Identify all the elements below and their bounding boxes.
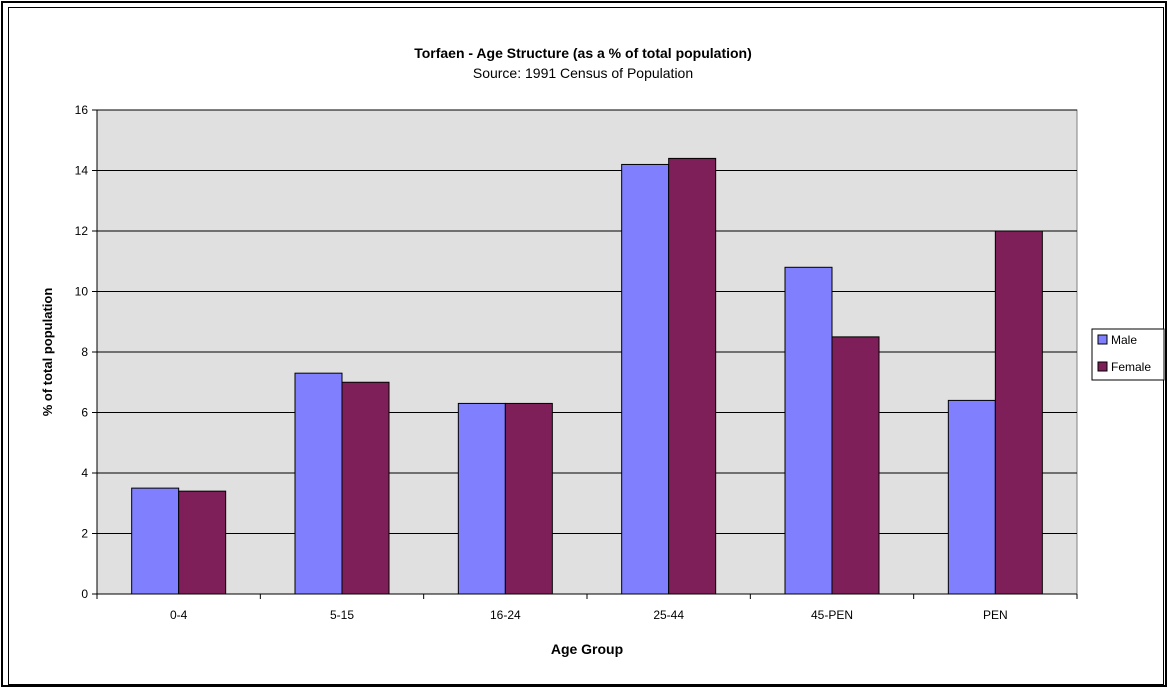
axes bbox=[92, 109, 1078, 599]
bar-female-5-15 bbox=[341, 381, 390, 595]
bar-female-45-pen bbox=[831, 336, 880, 595]
x-tick-label: 45-PEN bbox=[811, 608, 853, 622]
legend: Male Female bbox=[1091, 328, 1165, 381]
bars bbox=[131, 157, 1043, 595]
y-tick-label: 4 bbox=[81, 466, 88, 480]
x-tick-label: 0-4 bbox=[170, 608, 188, 622]
bar-male-25-44 bbox=[621, 163, 670, 595]
y-tick-label: 0 bbox=[81, 587, 88, 601]
bar-female-16-24 bbox=[504, 402, 553, 595]
chart-title: Torfaen - Age Structure (as a % of total… bbox=[414, 45, 752, 61]
x-tick-label: 5-15 bbox=[330, 608, 354, 622]
bar-male-pen bbox=[947, 399, 996, 595]
y-tick-label: 16 bbox=[75, 103, 89, 117]
legend-swatch-male bbox=[1097, 334, 1108, 345]
bar-female-0-4 bbox=[178, 490, 227, 595]
x-tick-labels: 0-4 5-15 16-24 25-44 45-PEN PEN bbox=[170, 608, 1008, 622]
bar-male-0-4 bbox=[131, 487, 180, 595]
legend-label-female: Female bbox=[1111, 360, 1151, 374]
x-tick-label: PEN bbox=[983, 608, 1008, 622]
legend-label-male: Male bbox=[1111, 333, 1137, 347]
y-tick-label: 8 bbox=[81, 345, 88, 359]
x-axis-label: Age Group bbox=[551, 641, 623, 657]
bar-male-16-24 bbox=[457, 402, 506, 595]
chart-subtitle: Source: 1991 Census of Population bbox=[473, 65, 693, 81]
y-tick-label: 10 bbox=[75, 285, 89, 299]
y-tick-label: 14 bbox=[75, 164, 89, 178]
x-tick-label: 25-44 bbox=[653, 608, 684, 622]
bar-female-pen bbox=[994, 230, 1043, 595]
bar-female-25-44 bbox=[668, 157, 717, 595]
y-tick-label: 12 bbox=[75, 224, 89, 238]
y-tick-label: 2 bbox=[81, 527, 88, 541]
y-tick-labels: 0 2 4 6 8 10 12 14 16 bbox=[75, 103, 89, 601]
x-tick-label: 16-24 bbox=[490, 608, 521, 622]
y-tick-label: 6 bbox=[81, 406, 88, 420]
bar-male-45-pen bbox=[784, 266, 833, 595]
bar-male-5-15 bbox=[294, 372, 343, 595]
legend-swatch-female bbox=[1097, 361, 1108, 372]
gridlines bbox=[97, 109, 1077, 534]
y-axis-label: % of total population bbox=[40, 288, 55, 417]
